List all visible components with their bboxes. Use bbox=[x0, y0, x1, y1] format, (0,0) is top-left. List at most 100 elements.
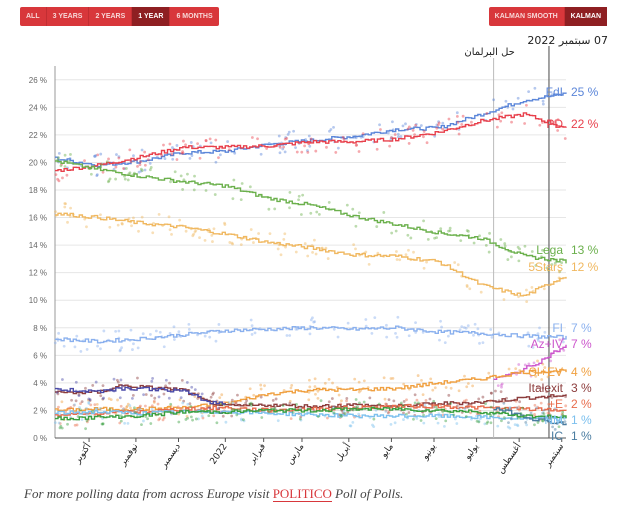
y-tick-label: 24 % bbox=[29, 103, 47, 112]
tab-1-year[interactable]: 1 YEAR bbox=[132, 7, 171, 26]
tab-6-months[interactable]: 6 MONTHS bbox=[176, 13, 213, 20]
poll-point bbox=[144, 404, 147, 408]
poll-point bbox=[372, 417, 376, 421]
series-name-label: Lega bbox=[536, 243, 563, 257]
poll-point bbox=[313, 385, 317, 388]
tab-kalman-smooth[interactable]: KALMAN SMOOTH bbox=[489, 7, 565, 26]
poll-point bbox=[58, 426, 62, 430]
poll-point bbox=[207, 414, 211, 418]
poll-point bbox=[119, 419, 123, 423]
series-line bbox=[55, 368, 567, 412]
poll-point bbox=[95, 173, 99, 177]
poll-point bbox=[524, 421, 528, 424]
poll-point bbox=[75, 334, 79, 338]
poll-point bbox=[376, 251, 380, 255]
poll-point bbox=[382, 211, 386, 214]
poll-point bbox=[217, 406, 220, 410]
poll-point bbox=[67, 406, 71, 410]
poll-point bbox=[117, 329, 121, 333]
poll-point bbox=[507, 367, 511, 371]
poll-point bbox=[132, 216, 135, 220]
poll-point bbox=[538, 123, 542, 127]
poll-point bbox=[422, 413, 425, 417]
poll-point bbox=[413, 133, 417, 137]
y-tick-label: 18 % bbox=[29, 186, 47, 195]
series-name-label: FI bbox=[552, 321, 563, 335]
poll-point bbox=[172, 338, 176, 341]
poll-point bbox=[208, 137, 212, 141]
poll-point bbox=[466, 382, 470, 385]
poll-point bbox=[138, 407, 142, 411]
poll-point bbox=[384, 402, 388, 406]
series-name-label: 5Stars bbox=[528, 260, 563, 274]
poll-point bbox=[455, 111, 459, 115]
poll-point bbox=[447, 117, 451, 121]
poll-point bbox=[384, 409, 388, 412]
poll-point bbox=[386, 131, 390, 135]
x-tick-label: سبتمبر bbox=[543, 442, 567, 470]
poll-point bbox=[252, 393, 256, 397]
poll-point bbox=[394, 229, 398, 233]
poll-point bbox=[179, 396, 183, 399]
poll-point bbox=[385, 323, 388, 327]
poll-point bbox=[541, 99, 545, 103]
poll-point bbox=[128, 404, 132, 407]
poll-point bbox=[88, 399, 92, 402]
poll-point bbox=[203, 239, 207, 242]
poll-point bbox=[129, 406, 132, 410]
poll-point bbox=[357, 380, 361, 384]
poll-point bbox=[488, 231, 491, 235]
poll-point bbox=[282, 388, 286, 392]
poll-point bbox=[462, 399, 466, 403]
series-name-label: Italexit bbox=[528, 381, 563, 395]
poll-point bbox=[343, 412, 347, 415]
poll-point bbox=[137, 407, 141, 411]
politico-link[interactable]: POLITICO bbox=[272, 486, 332, 502]
poll-point bbox=[530, 250, 534, 253]
series-name-label: +E bbox=[548, 397, 563, 411]
poll-point bbox=[179, 407, 183, 411]
poll-point bbox=[214, 339, 218, 343]
poll-point bbox=[435, 236, 438, 240]
poll-point bbox=[429, 377, 433, 381]
poll-point bbox=[161, 418, 165, 422]
tab-kalman[interactable]: KALMAN bbox=[564, 7, 607, 26]
poll-point bbox=[437, 415, 441, 419]
poll-point bbox=[413, 393, 417, 397]
poll-point bbox=[513, 423, 517, 427]
poll-point bbox=[96, 153, 100, 157]
poll-point bbox=[502, 298, 506, 301]
poll-point bbox=[355, 143, 359, 147]
poll-point bbox=[345, 399, 348, 403]
poll-point bbox=[495, 125, 499, 129]
poll-point bbox=[477, 420, 481, 424]
poll-point bbox=[212, 391, 215, 395]
poll-point bbox=[449, 386, 453, 390]
tab-3-years[interactable]: 3 YEARS bbox=[47, 7, 90, 26]
tab-2-years[interactable]: 2 YEARS bbox=[89, 7, 133, 26]
poll-point bbox=[184, 143, 187, 147]
poll-point bbox=[483, 422, 487, 426]
poll-point bbox=[106, 180, 110, 184]
poll-point bbox=[133, 406, 136, 410]
poll-point bbox=[175, 158, 179, 161]
poll-point bbox=[107, 157, 110, 161]
poll-point bbox=[168, 381, 171, 385]
poll-point bbox=[105, 160, 109, 164]
poll-point bbox=[306, 151, 310, 154]
range-tabs: ALL 3 YEARS 2 YEARS 1 YEAR 6 MONTHS bbox=[20, 7, 219, 26]
poll-point bbox=[73, 403, 76, 407]
poll-point bbox=[211, 240, 214, 243]
poll-point bbox=[57, 331, 61, 335]
poll-point bbox=[465, 385, 469, 389]
poll-point bbox=[468, 287, 472, 291]
tab-all[interactable]: ALL bbox=[20, 7, 47, 26]
poll-point bbox=[65, 173, 69, 177]
poll-point bbox=[516, 96, 520, 100]
poll-point bbox=[436, 421, 440, 425]
poll-point bbox=[162, 345, 166, 349]
poll-point bbox=[385, 402, 388, 406]
poll-point bbox=[354, 224, 358, 228]
poll-point bbox=[542, 408, 546, 412]
poll-point bbox=[297, 198, 300, 202]
